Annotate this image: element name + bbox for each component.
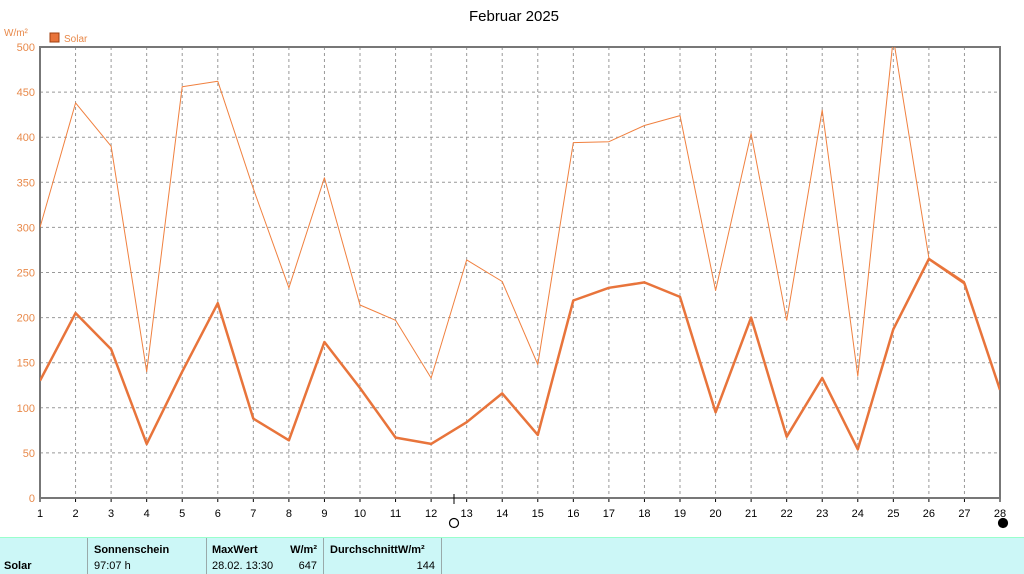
x-tick-label: 8 — [286, 508, 292, 520]
x-tick-label: 11 — [390, 508, 401, 520]
legend-swatch — [49, 32, 60, 43]
max-value-number: 647 — [298, 560, 317, 572]
sunshine-cell: Sonnenschein 97:07 h — [88, 538, 207, 574]
sunshine-header: Sonnenschein — [94, 544, 170, 556]
y-tick-label: 150 — [17, 358, 35, 370]
y-tick-label: 500 — [17, 42, 35, 54]
max-value-cell: MaxWert W/m² 28.02. 13:30 647 — [207, 538, 324, 574]
summary-table: Solar Sonnenschein 97:07 h MaxWert W/m² … — [0, 537, 1024, 574]
max-value-unit: W/m² — [290, 544, 317, 556]
y-tick-label: 200 — [17, 313, 35, 325]
x-tick-label: 21 — [745, 508, 757, 520]
x-tick-label: 2 — [72, 508, 78, 520]
series-lines — [40, 47, 1000, 451]
x-tick-label: 15 — [532, 508, 544, 520]
y-tick-label: 450 — [17, 87, 35, 99]
x-tick-label: 4 — [144, 508, 150, 520]
x-tick-label: 22 — [781, 508, 793, 520]
x-tick-label: 14 — [496, 508, 508, 520]
max-value-header: MaxWert — [212, 544, 258, 556]
summary-row-label: Solar — [4, 560, 32, 572]
legend-label: Solar — [64, 34, 88, 45]
y-tick-label: 100 — [17, 403, 35, 415]
x-tick-label: 9 — [321, 508, 327, 520]
series-line-max — [40, 47, 1000, 390]
x-tick-label: 13 — [461, 508, 473, 520]
x-tick-label: 12 — [425, 508, 437, 520]
series-line-avg — [40, 257, 1000, 451]
average-cell: DurchschnittW/m² 144 — [324, 538, 442, 574]
x-tick-label: 5 — [179, 508, 185, 520]
marker-moons — [448, 494, 1009, 529]
y-tick-label: 50 — [23, 448, 35, 460]
y-tick-label: 250 — [17, 268, 35, 280]
x-tick-label: 16 — [567, 508, 579, 520]
sunshine-value: 97:07 h — [94, 560, 131, 572]
y-tick-label: 0 — [29, 493, 35, 505]
new-moon-icon — [997, 517, 1009, 529]
chart-title: Februar 2025 — [469, 8, 559, 25]
x-tick-label: 19 — [674, 508, 686, 520]
x-axis-ticks: 1 2 3 4 5 6 7 8 9 10 11 12 13 14 15 16 17 18 19 20 21 22 23 24 2… — [37, 498, 1006, 520]
x-tick-label: 25 — [887, 508, 899, 520]
full-moon-icon — [448, 517, 460, 529]
y-axis-ticks: 0 50 100 150 200 250 300 350 400 450 500 — [17, 42, 35, 505]
y-tick-label: 400 — [17, 132, 35, 144]
x-tick-label: 26 — [923, 508, 935, 520]
x-tick-label: 27 — [958, 508, 970, 520]
y-tick-label: 350 — [17, 177, 35, 189]
x-tick-label: 7 — [250, 508, 256, 520]
x-tick-label: 1 — [37, 508, 43, 520]
max-value-datetime: 28.02. 13:30 — [212, 560, 274, 572]
x-tick-label: 18 — [638, 508, 650, 520]
solar-line-chart: Februar 2025 W/m² Solar 0 50 100 150 200 250 3… — [4, 8, 1009, 529]
plot-frame — [39, 46, 1001, 499]
average-header: DurchschnittW/m² — [330, 544, 425, 556]
grid — [39, 46, 1001, 499]
x-tick-label: 17 — [603, 508, 615, 520]
summary-row-label-cell: Solar — [0, 538, 88, 574]
x-tick-label: 24 — [852, 508, 864, 520]
x-tick-label: 6 — [215, 508, 221, 520]
x-tick-label: 23 — [816, 508, 828, 520]
y-tick-label: 300 — [17, 222, 35, 234]
average-value: 144 — [416, 560, 435, 572]
x-tick-label: 3 — [108, 508, 114, 520]
x-tick-label: 10 — [354, 508, 366, 520]
y-axis-unit: W/m² — [4, 28, 29, 39]
x-tick-label: 20 — [709, 508, 721, 520]
x-tick-label: 28 — [994, 508, 1006, 520]
